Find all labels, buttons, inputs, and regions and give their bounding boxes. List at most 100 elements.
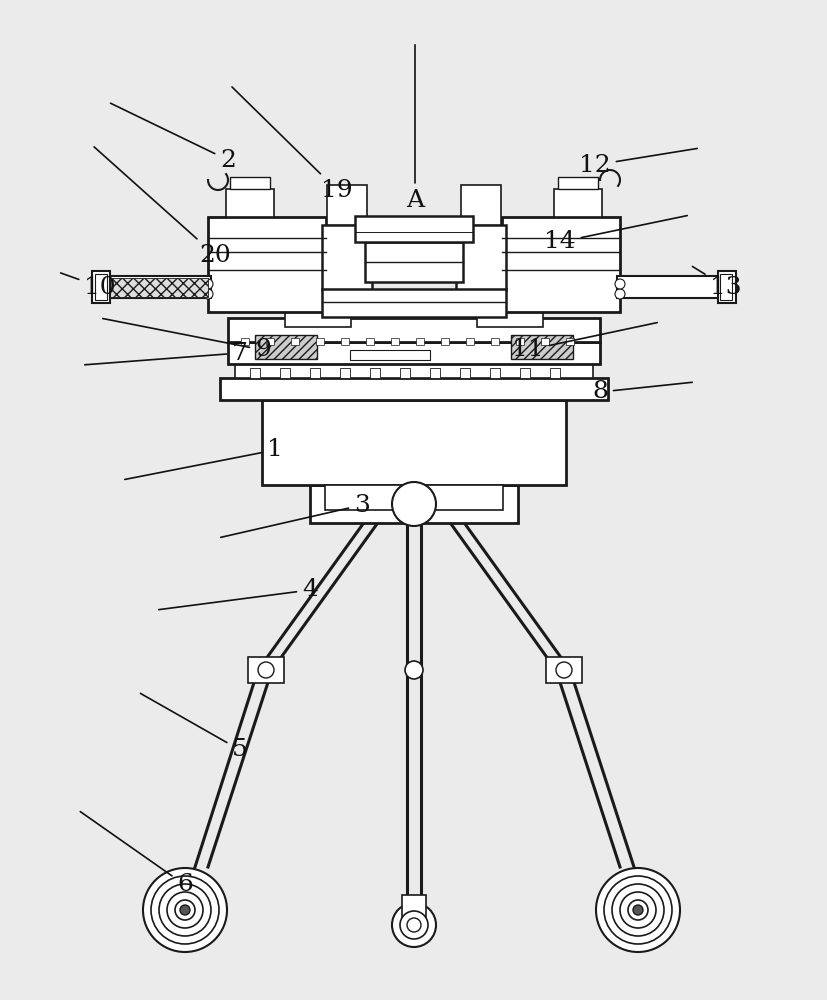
Bar	[220, 378, 607, 400]
Bar	[390, 338, 399, 345]
Bar	[515, 338, 523, 345]
Bar	[280, 368, 289, 378]
Bar	[719, 274, 731, 300]
Bar	[110, 278, 208, 297]
Bar	[340, 368, 350, 378]
Circle shape	[627, 900, 648, 920]
Bar	[322, 289, 505, 317]
Text: 8: 8	[591, 380, 691, 403]
Bar	[549, 368, 559, 378]
Circle shape	[595, 868, 679, 952]
Text: 1: 1	[125, 438, 283, 479]
Bar	[557, 177, 597, 189]
Text: 12: 12	[579, 148, 696, 177]
Bar	[545, 657, 581, 683]
Text: 6: 6	[80, 812, 193, 896]
Text: 13: 13	[691, 266, 741, 298]
Bar	[226, 189, 274, 217]
Text: 11: 11	[512, 323, 657, 361]
Circle shape	[203, 289, 213, 299]
Bar	[415, 338, 423, 345]
Bar	[402, 895, 425, 925]
Text: 5: 5	[141, 693, 247, 762]
Bar	[327, 185, 366, 225]
Text: 3: 3	[221, 493, 370, 537]
Bar	[309, 368, 319, 378]
Bar	[616, 276, 720, 298]
Bar	[95, 274, 107, 300]
Bar	[476, 307, 543, 327]
Bar	[248, 657, 284, 683]
Circle shape	[179, 905, 189, 915]
Bar	[717, 271, 735, 303]
Bar	[466, 338, 473, 345]
Bar	[235, 364, 592, 378]
Bar	[566, 338, 573, 345]
Bar	[501, 217, 619, 312]
Bar	[456, 225, 505, 290]
Circle shape	[404, 661, 423, 679]
Circle shape	[143, 868, 227, 952]
Bar	[429, 368, 439, 378]
Bar	[510, 335, 572, 359]
Bar	[265, 338, 274, 345]
Bar	[490, 338, 499, 345]
Bar	[316, 338, 323, 345]
Bar	[461, 185, 500, 225]
Circle shape	[391, 482, 436, 526]
Bar	[460, 368, 470, 378]
Bar	[261, 400, 566, 485]
Text: 10: 10	[60, 273, 116, 298]
Circle shape	[391, 903, 436, 947]
Bar	[519, 368, 529, 378]
Bar	[227, 318, 600, 342]
Bar	[322, 225, 371, 290]
Bar	[441, 338, 448, 345]
Bar	[341, 338, 348, 345]
Circle shape	[258, 662, 274, 678]
Bar	[490, 368, 500, 378]
Text: A: A	[405, 45, 423, 212]
Bar	[325, 485, 502, 510]
Text: 14: 14	[543, 216, 686, 253]
Bar	[365, 242, 462, 282]
Circle shape	[632, 905, 643, 915]
Bar	[227, 342, 600, 364]
Circle shape	[614, 279, 624, 289]
Text: 20: 20	[94, 147, 231, 266]
Circle shape	[159, 884, 211, 936]
Text: 4: 4	[159, 578, 318, 610]
Bar	[355, 216, 472, 242]
Text: 7: 7	[84, 342, 247, 365]
Circle shape	[407, 918, 420, 932]
Circle shape	[151, 876, 218, 944]
Bar	[107, 276, 211, 298]
Circle shape	[614, 289, 624, 299]
Bar	[208, 217, 326, 312]
Bar	[540, 338, 548, 345]
Bar	[366, 338, 374, 345]
Circle shape	[174, 900, 195, 920]
Circle shape	[603, 876, 672, 944]
Circle shape	[399, 911, 428, 939]
Bar	[92, 271, 110, 303]
Circle shape	[555, 662, 571, 678]
Circle shape	[611, 884, 663, 936]
Circle shape	[203, 279, 213, 289]
Text: 9: 9	[103, 319, 270, 361]
Bar	[350, 350, 429, 360]
Bar	[241, 338, 249, 345]
Circle shape	[619, 892, 655, 928]
Bar	[309, 485, 518, 523]
Bar	[230, 177, 270, 189]
Circle shape	[167, 892, 203, 928]
Text: 2: 2	[110, 103, 236, 172]
Bar	[399, 368, 409, 378]
Bar	[290, 338, 299, 345]
Bar	[370, 368, 380, 378]
Bar	[284, 307, 351, 327]
Text: 19: 19	[232, 87, 352, 202]
Bar	[250, 368, 260, 378]
Bar	[255, 335, 317, 359]
Bar	[553, 189, 601, 217]
